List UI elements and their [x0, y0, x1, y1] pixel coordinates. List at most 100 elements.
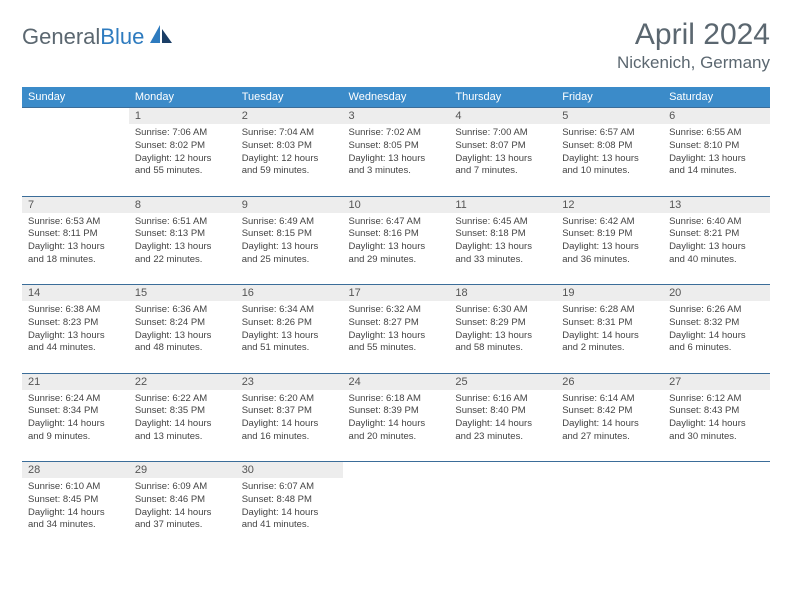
sunrise-text: Sunrise: 6:28 AM: [562, 304, 657, 317]
d2-text: and 48 minutes.: [135, 342, 230, 355]
day-cell: [663, 478, 770, 550]
d1-text: Daylight: 13 hours: [669, 241, 764, 254]
day-number: 27: [663, 373, 770, 390]
d1-text: Daylight: 13 hours: [669, 153, 764, 166]
d2-text: and 20 minutes.: [349, 431, 444, 444]
sunset-text: Sunset: 8:24 PM: [135, 317, 230, 330]
sunset-text: Sunset: 8:37 PM: [242, 405, 337, 418]
d2-text: and 59 minutes.: [242, 165, 337, 178]
brand-part2: Blue: [100, 24, 144, 50]
day-cell: Sunrise: 6:20 AMSunset: 8:37 PMDaylight:…: [236, 390, 343, 462]
weekday-header: Sunday: [22, 87, 129, 108]
sunrise-text: Sunrise: 7:00 AM: [455, 127, 550, 140]
daynum-row: 282930: [22, 462, 770, 479]
d2-text: and 37 minutes.: [135, 519, 230, 532]
day-number: 18: [449, 285, 556, 302]
day-number: 4: [449, 108, 556, 125]
d1-text: Daylight: 13 hours: [562, 241, 657, 254]
daynum-row: 21222324252627: [22, 373, 770, 390]
sunrise-text: Sunrise: 6:30 AM: [455, 304, 550, 317]
title-block: April 2024 Nickenich, Germany: [617, 18, 770, 73]
d2-text: and 55 minutes.: [135, 165, 230, 178]
calendar-table: Sunday Monday Tuesday Wednesday Thursday…: [22, 87, 770, 550]
sunset-text: Sunset: 8:02 PM: [135, 140, 230, 153]
d1-text: Daylight: 13 hours: [455, 241, 550, 254]
day-cell: Sunrise: 7:02 AMSunset: 8:05 PMDaylight:…: [343, 124, 450, 196]
sunset-text: Sunset: 8:18 PM: [455, 228, 550, 241]
sunrise-text: Sunrise: 6:45 AM: [455, 216, 550, 229]
d2-text: and 40 minutes.: [669, 254, 764, 267]
sunset-text: Sunset: 8:42 PM: [562, 405, 657, 418]
d1-text: Daylight: 13 hours: [349, 153, 444, 166]
sunset-text: Sunset: 8:26 PM: [242, 317, 337, 330]
sunrise-text: Sunrise: 6:18 AM: [349, 393, 444, 406]
day-number: [343, 462, 450, 479]
day-cell: Sunrise: 6:18 AMSunset: 8:39 PMDaylight:…: [343, 390, 450, 462]
d1-text: Daylight: 13 hours: [135, 241, 230, 254]
d2-text: and 18 minutes.: [28, 254, 123, 267]
day-cell: Sunrise: 6:51 AMSunset: 8:13 PMDaylight:…: [129, 213, 236, 285]
day-cell: Sunrise: 6:07 AMSunset: 8:48 PMDaylight:…: [236, 478, 343, 550]
daynum-row: 123456: [22, 108, 770, 125]
sunrise-text: Sunrise: 6:20 AM: [242, 393, 337, 406]
sunset-text: Sunset: 8:27 PM: [349, 317, 444, 330]
d1-text: Daylight: 13 hours: [349, 330, 444, 343]
day-cell: Sunrise: 6:24 AMSunset: 8:34 PMDaylight:…: [22, 390, 129, 462]
day-number: 12: [556, 196, 663, 213]
d2-text: and 55 minutes.: [349, 342, 444, 355]
d1-text: Daylight: 14 hours: [28, 418, 123, 431]
d2-text: and 44 minutes.: [28, 342, 123, 355]
day-number: 8: [129, 196, 236, 213]
d2-text: and 33 minutes.: [455, 254, 550, 267]
content-row: Sunrise: 6:38 AMSunset: 8:23 PMDaylight:…: [22, 301, 770, 373]
d2-text: and 36 minutes.: [562, 254, 657, 267]
content-row: Sunrise: 6:24 AMSunset: 8:34 PMDaylight:…: [22, 390, 770, 462]
sunset-text: Sunset: 8:03 PM: [242, 140, 337, 153]
day-cell: Sunrise: 7:06 AMSunset: 8:02 PMDaylight:…: [129, 124, 236, 196]
day-cell: [343, 478, 450, 550]
day-cell: Sunrise: 6:28 AMSunset: 8:31 PMDaylight:…: [556, 301, 663, 373]
day-number: 30: [236, 462, 343, 479]
day-number: [556, 462, 663, 479]
day-number: 14: [22, 285, 129, 302]
weekday-header-row: Sunday Monday Tuesday Wednesday Thursday…: [22, 87, 770, 108]
d1-text: Daylight: 14 hours: [135, 418, 230, 431]
day-cell: Sunrise: 6:22 AMSunset: 8:35 PMDaylight:…: [129, 390, 236, 462]
d1-text: Daylight: 14 hours: [349, 418, 444, 431]
d1-text: Daylight: 13 hours: [28, 330, 123, 343]
day-number: [22, 108, 129, 125]
day-cell: Sunrise: 7:04 AMSunset: 8:03 PMDaylight:…: [236, 124, 343, 196]
sunrise-text: Sunrise: 6:57 AM: [562, 127, 657, 140]
d1-text: Daylight: 13 hours: [562, 153, 657, 166]
sunrise-text: Sunrise: 6:14 AM: [562, 393, 657, 406]
day-number: 5: [556, 108, 663, 125]
d2-text: and 9 minutes.: [28, 431, 123, 444]
sunrise-text: Sunrise: 6:24 AM: [28, 393, 123, 406]
d2-text: and 13 minutes.: [135, 431, 230, 444]
d1-text: Daylight: 13 hours: [349, 241, 444, 254]
day-number: 24: [343, 373, 450, 390]
sunset-text: Sunset: 8:07 PM: [455, 140, 550, 153]
d1-text: Daylight: 13 hours: [242, 330, 337, 343]
weekday-header: Saturday: [663, 87, 770, 108]
day-number: 16: [236, 285, 343, 302]
sunset-text: Sunset: 8:31 PM: [562, 317, 657, 330]
d2-text: and 6 minutes.: [669, 342, 764, 355]
d1-text: Daylight: 12 hours: [242, 153, 337, 166]
d1-text: Daylight: 14 hours: [135, 507, 230, 520]
day-number: 23: [236, 373, 343, 390]
day-number: [449, 462, 556, 479]
d1-text: Daylight: 14 hours: [562, 418, 657, 431]
d2-text: and 7 minutes.: [455, 165, 550, 178]
d2-text: and 34 minutes.: [28, 519, 123, 532]
sunrise-text: Sunrise: 7:06 AM: [135, 127, 230, 140]
sunset-text: Sunset: 8:29 PM: [455, 317, 550, 330]
day-number: 1: [129, 108, 236, 125]
d1-text: Daylight: 13 hours: [455, 153, 550, 166]
day-cell: Sunrise: 6:38 AMSunset: 8:23 PMDaylight:…: [22, 301, 129, 373]
d1-text: Daylight: 14 hours: [669, 330, 764, 343]
day-number: 26: [556, 373, 663, 390]
sunrise-text: Sunrise: 6:51 AM: [135, 216, 230, 229]
day-cell: [22, 124, 129, 196]
day-number: 21: [22, 373, 129, 390]
